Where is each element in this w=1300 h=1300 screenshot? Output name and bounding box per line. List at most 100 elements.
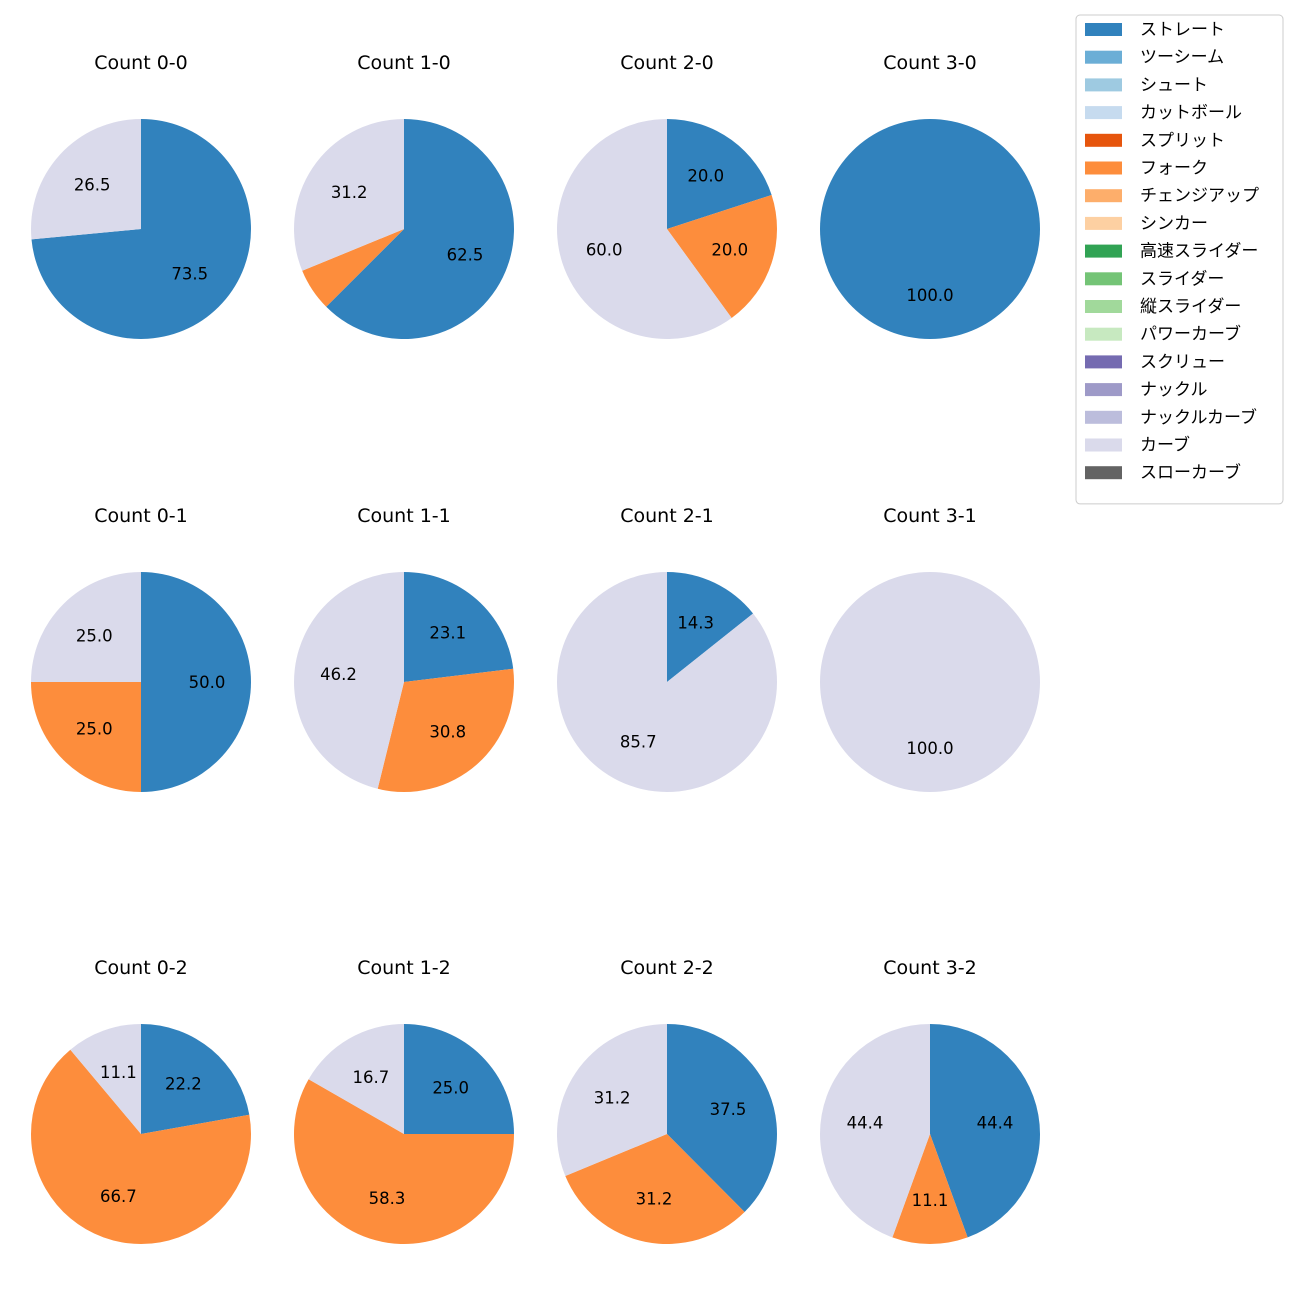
legend-swatch <box>1085 410 1122 424</box>
pie-slice <box>820 572 1040 792</box>
legend-label: 縦スライダー <box>1140 297 1241 317</box>
legend-label: ストレート <box>1140 20 1225 40</box>
legend-item: ナックルカーブ <box>1085 407 1257 428</box>
slice-label: 31.2 <box>594 1088 631 1107</box>
legend-item: 縦スライダー <box>1085 297 1241 317</box>
pie-slice <box>31 682 141 792</box>
legend-item: スライダー <box>1085 269 1224 289</box>
legend-item: スプリット <box>1085 131 1225 151</box>
slice-label: 37.5 <box>710 1100 747 1119</box>
pie-slice <box>667 195 778 318</box>
slice-label: 31.2 <box>636 1190 673 1209</box>
pie-6: Count 1-1 23.1 30.8 46.2 <box>294 505 515 792</box>
slice-label: 66.7 <box>100 1187 137 1206</box>
slice-label: 50.0 <box>189 673 226 692</box>
legend-item: カーブ <box>1085 435 1190 456</box>
pie-slice <box>294 572 404 789</box>
pie-slice <box>31 572 141 682</box>
pie-11: Count 2-2 37.5 31.2 31.2 <box>556 957 777 1245</box>
legend-swatch <box>1085 78 1122 92</box>
pie-slice <box>556 1024 667 1176</box>
legend-swatch <box>1085 189 1122 203</box>
pie-title: Count 1-0 <box>357 52 451 74</box>
legend-item: スクリュー <box>1085 352 1225 372</box>
pie-title: Count 2-2 <box>620 957 714 979</box>
slice-label: 25.0 <box>76 720 113 739</box>
legend-label: 高速スライダー <box>1140 242 1258 262</box>
legend-item: 高速スライダー <box>1085 242 1258 262</box>
legend-swatch <box>1085 161 1122 175</box>
pie-5: Count 0-1 50.0 25.0 25.0 <box>31 505 251 792</box>
pie-4: Count 3-0 100.0 <box>820 52 1040 339</box>
pie-slice <box>31 119 141 240</box>
legend-label: カーブ <box>1140 435 1190 456</box>
legend-item: ストレート <box>1085 20 1225 40</box>
slice-label: 100.0 <box>906 739 953 758</box>
pie-slice <box>667 1024 777 1212</box>
legend-label: ナックルカーブ <box>1140 407 1257 428</box>
slice-label: 14.3 <box>677 614 714 633</box>
slice-label: 60.0 <box>586 240 623 259</box>
pie-title: Count 1-1 <box>357 505 451 527</box>
slice-label: 44.4 <box>977 1114 1014 1133</box>
slice-label: 25.0 <box>432 1078 469 1097</box>
legend-label: スクリュー <box>1140 352 1225 372</box>
pie-slice <box>667 572 754 682</box>
legend-label: ツーシーム <box>1140 48 1224 68</box>
pie-slice <box>404 1024 514 1134</box>
legend-swatch <box>1085 327 1122 341</box>
legend-label: シュート <box>1140 75 1208 95</box>
legend-swatch <box>1085 466 1122 480</box>
pie-slice <box>930 1024 1041 1238</box>
pie-title: Count 3-2 <box>883 957 977 979</box>
pie-slice <box>404 572 514 682</box>
pie-slice <box>667 119 772 229</box>
pie-slice <box>293 1079 514 1244</box>
legend-swatch <box>1085 438 1122 452</box>
pie-title: Count 0-1 <box>94 505 188 527</box>
legend-item: ツーシーム <box>1085 48 1224 68</box>
legend-swatch <box>1085 106 1122 120</box>
legend-frame <box>1075 14 1284 505</box>
slice-label: 85.7 <box>620 733 657 752</box>
legend-label: シンカー <box>1140 214 1208 234</box>
legend-item: シュート <box>1085 75 1208 95</box>
pie-3: Count 2-0 20.0 20.0 60.0 <box>557 52 778 339</box>
pie-title: Count 0-2 <box>94 957 188 979</box>
pie-slice <box>820 119 1040 339</box>
slice-label: 44.4 <box>847 1114 884 1133</box>
legend-item: カットボール <box>1085 103 1242 123</box>
pie-slice <box>892 1134 968 1245</box>
pie-slice <box>141 572 251 792</box>
legend-item: スローカーブ <box>1085 462 1241 483</box>
pie-slice <box>326 118 515 339</box>
legend-label: パワーカーブ <box>1140 324 1241 345</box>
pie-slice <box>293 118 404 271</box>
legend-swatch <box>1085 216 1122 230</box>
legend-item: パワーカーブ <box>1085 324 1241 345</box>
legend-swatch <box>1085 23 1122 36</box>
pie-slice <box>70 1024 141 1134</box>
slice-label: 26.5 <box>74 176 111 195</box>
legend-label: カットボール <box>1140 103 1242 123</box>
slice-label: 62.5 <box>447 245 484 264</box>
slice-label: 58.3 <box>369 1189 406 1208</box>
pie-slice <box>308 1024 404 1134</box>
legend-label: スライダー <box>1140 269 1224 289</box>
pie-slice <box>377 668 515 792</box>
pie-title: Count 3-1 <box>883 505 977 527</box>
legend-item: フォーク <box>1085 159 1208 179</box>
legend-swatch <box>1085 272 1122 286</box>
slice-label: 16.7 <box>353 1068 390 1087</box>
slice-label: 11.1 <box>912 1191 949 1210</box>
legend-swatch <box>1085 300 1122 313</box>
pie-slice <box>141 1024 250 1134</box>
pie-title: Count 3-0 <box>883 52 977 74</box>
pie-slice <box>30 1049 251 1245</box>
legend-item: チェンジアップ <box>1085 186 1259 206</box>
pie-slice <box>557 119 732 339</box>
legend-swatch <box>1085 355 1122 369</box>
pie-1: Count 0-0 73.5 26.5 <box>31 52 252 339</box>
